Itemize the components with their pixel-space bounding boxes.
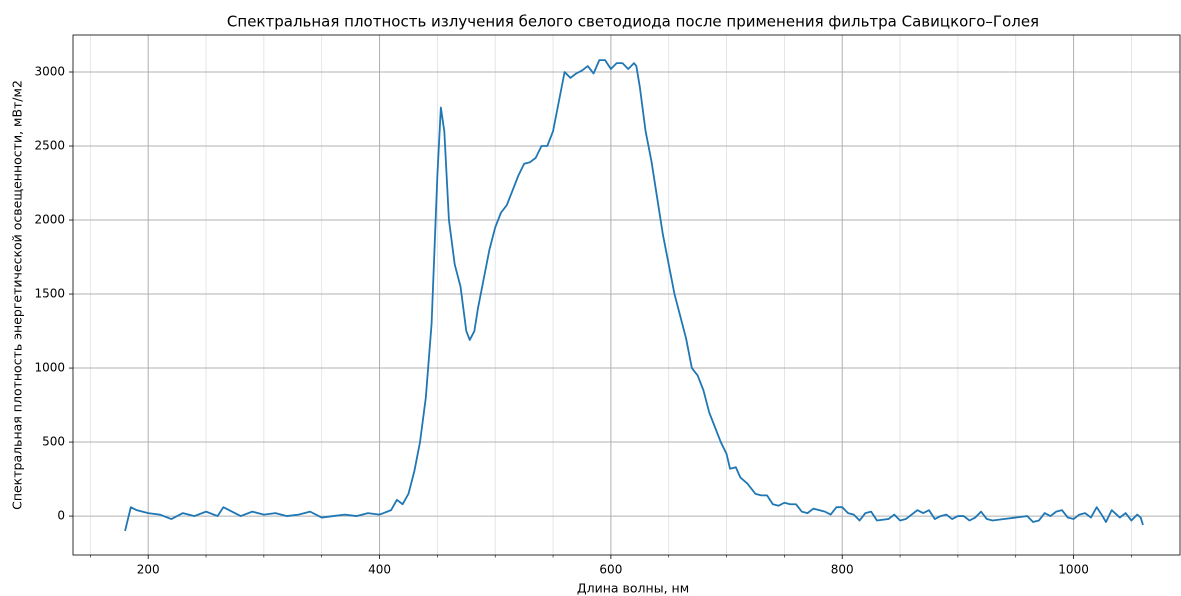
chart-title: Спектральная плотность излучения белого … (227, 13, 1039, 31)
y-tick-label: 500 (42, 435, 65, 449)
x-tick-label: 600 (599, 563, 622, 577)
x-tick-label: 200 (137, 563, 160, 577)
plot-frame (72, 34, 1181, 556)
y-tick-label: 1000 (34, 361, 65, 375)
y-tick-label: 2000 (34, 213, 65, 227)
data-line (124, 59, 1144, 532)
y-tick-label: 0 (57, 509, 65, 523)
x-tick-label: 1000 (1058, 563, 1089, 577)
x-tick-label: 400 (368, 563, 391, 577)
x-axis-label: Длина волны, нм (577, 581, 689, 596)
y-tick-label: 1500 (34, 287, 65, 301)
y-tick-label: 3000 (34, 65, 65, 79)
y-tick-label: 2500 (34, 139, 65, 153)
x-tick-label: 800 (831, 563, 854, 577)
y-axis-label: Спектральная плотность энергетической ос… (10, 80, 25, 510)
